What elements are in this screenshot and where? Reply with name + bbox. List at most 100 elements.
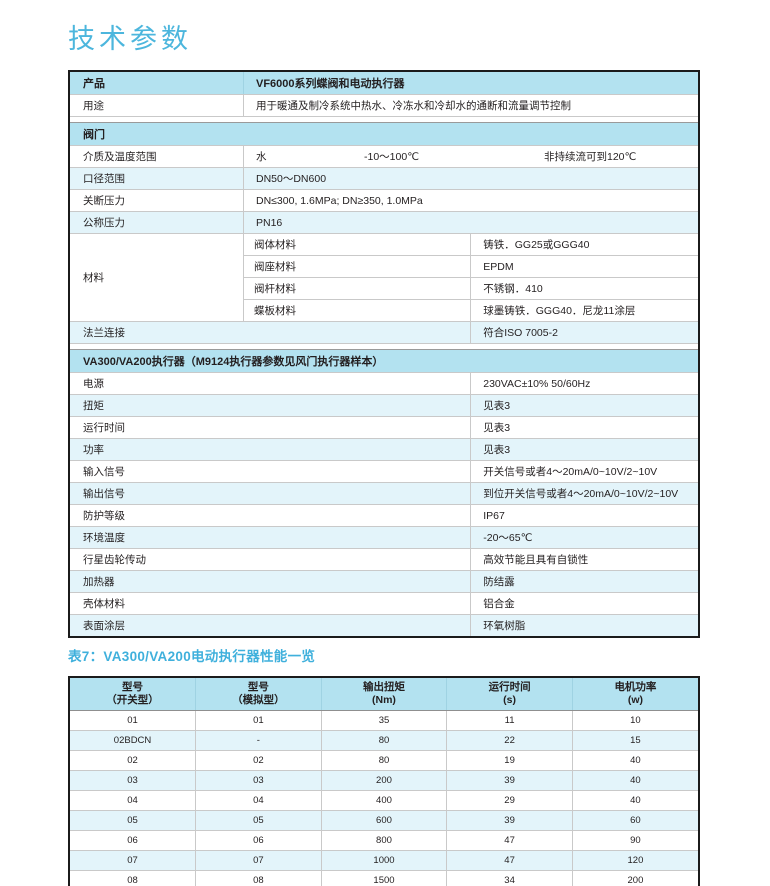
spec-row-value: IP67 <box>470 504 698 527</box>
spec-row-value: DN50～DN600 <box>243 167 698 190</box>
table-cell: 39 <box>446 810 573 831</box>
table7-column-header: 运行时间 (s) <box>446 678 573 711</box>
table7-header-row: 型号 （开关型） 型号 （模拟型） 输出扭矩 (Nm) 运行时间 (s) 电机功率 (w) <box>70 678 698 711</box>
material-value: 球墨铸铁．GGG40．尼龙11涂层 <box>470 299 698 322</box>
table-row: 06 06 800 47 90 <box>70 830 698 851</box>
header-line-1: 运行时间 <box>488 681 531 693</box>
table-cell: 47 <box>446 850 573 871</box>
table-cell: 02 <box>195 750 322 771</box>
table-cell: - <box>195 730 322 751</box>
table-cell: 29 <box>446 790 573 811</box>
table-cell: 60 <box>572 810 698 831</box>
table-cell: 39 <box>446 770 573 791</box>
spec-row: 公称压力 PN16 <box>70 211 698 234</box>
material-row: 阀杆材料 不锈钢．410 <box>70 277 698 300</box>
spec-row: 关断压力 DN≤300, 1.6MPa; DN≥350, 1.0MPa <box>70 189 698 212</box>
table-cell: 47 <box>446 830 573 851</box>
table-cell: 1000 <box>321 850 448 871</box>
spec-row-label: 行星齿轮传动 <box>70 548 472 571</box>
spec-row-value: 见表3 <box>470 416 698 439</box>
spec-row: 口径范围 DN50～DN600 <box>70 167 698 190</box>
table-cell: 02BDCN <box>70 730 197 751</box>
material-row: 阀座材料 EPDM <box>70 255 698 278</box>
table-cell: 05 <box>70 810 197 831</box>
spec-row-label: 介质及温度范围 <box>70 145 244 168</box>
divider-cell <box>70 343 698 350</box>
spec-row-label: 电源 <box>70 372 472 395</box>
spec-row-label: 公称压力 <box>70 211 244 234</box>
table-cell: 80 <box>321 730 448 751</box>
section-label: 产品 <box>70 72 244 95</box>
table-cell: 200 <box>321 770 448 791</box>
header-line-1: 输出扭矩 <box>362 681 405 693</box>
spec-row-label: 功率 <box>70 438 472 461</box>
material-group-label: 材料 <box>70 233 244 322</box>
header-line-1: 型号 <box>247 681 269 693</box>
table-cell: 80 <box>321 750 448 771</box>
spec-row-label: 用途 <box>70 94 244 117</box>
table-cell: 90 <box>572 830 698 851</box>
material-value: 铸铁．GG25或GGG40 <box>470 233 698 256</box>
spec-row-value: -20～65℃ <box>470 526 698 549</box>
table7-column-header: 电机功率 (w) <box>572 678 698 711</box>
actuator-section-label: VA300/VA200执行器（M9124执行器参数见风门执行器样本） <box>70 349 698 373</box>
table-cell: 35 <box>321 710 448 731</box>
spec-row-value: 见表3 <box>470 438 698 461</box>
temperature-range: -10～100℃ <box>364 151 419 163</box>
spec-row-value: 见表3 <box>470 394 698 417</box>
table-cell: 11 <box>446 710 573 731</box>
material-value: 不锈钢．410 <box>470 277 698 300</box>
table-cell: 06 <box>195 830 322 851</box>
table-cell: 22 <box>446 730 573 751</box>
table7-column-header: 型号 （模拟型） <box>195 678 322 711</box>
header-line-1: 电机功率 <box>614 681 657 693</box>
table-row: 04 04 400 29 40 <box>70 790 698 811</box>
table7-column-header: 型号 （开关型） <box>70 678 197 711</box>
material-value: EPDM <box>470 255 698 278</box>
table-cell: 34 <box>446 870 573 886</box>
table-row: 05 05 600 39 60 <box>70 810 698 831</box>
table-cell: 01 <box>195 710 322 731</box>
table-cell: 600 <box>321 810 448 831</box>
section-divider <box>70 116 698 123</box>
page-title: 技术参数 <box>68 24 192 54</box>
spec-row-label: 加热器 <box>70 570 472 593</box>
spec-row-label: 口径范围 <box>70 167 244 190</box>
material-sub-label: 阀座材料 <box>243 255 472 278</box>
table-cell: 40 <box>572 750 698 771</box>
spec-row-value: 水 -10～100℃ 非持续流可到120℃ <box>243 145 698 168</box>
spec-row: 运行时间 见表3 <box>70 416 698 439</box>
material-row: 蝶板材料 球墨铸铁．GGG40．尼龙11涂层 <box>70 299 698 322</box>
table-cell: 01 <box>70 710 197 731</box>
table-cell: 800 <box>321 830 448 851</box>
table-cell: 08 <box>70 870 197 886</box>
table-cell: 03 <box>195 770 322 791</box>
material-row: 材料 阀体材料 铸铁．GG25或GGG40 <box>70 233 698 322</box>
table-cell: 04 <box>195 790 322 811</box>
table-cell: 07 <box>70 850 197 871</box>
table-cell: 04 <box>70 790 197 811</box>
section-value: VF6000系列蝶阀和电动执行器 <box>243 72 698 95</box>
table-cell: 06 <box>70 830 197 851</box>
specification-table: 产品 VF6000系列蝶阀和电动执行器 用途 用于暖通及制冷系统中热水、冷冻水和冷却水… <box>68 70 700 638</box>
spec-row-value: 高效节能且具有自锁性 <box>470 548 698 571</box>
spec-row: 扭矩 见表3 <box>70 394 698 417</box>
spec-row: 输入信号 开关信号或者4～20mA/0~10V/2~10V <box>70 460 698 483</box>
spec-row-value: 用于暖通及制冷系统中热水、冷冻水和冷却水的通断和流量调节控制 <box>243 94 698 117</box>
table-row: 01 01 35 11 10 <box>70 710 698 731</box>
table7-caption: 表7：VA300/VA200电动执行器性能一览 <box>68 649 316 664</box>
table-cell: 02 <box>70 750 197 771</box>
spec-row-value: DN≤300, 1.6MPa; DN≥350, 1.0MPa <box>243 189 698 212</box>
spec-row-value: 开关信号或者4～20mA/0~10V/2~10V <box>470 460 698 483</box>
spec-row-value: 230VAC±10% 50/60Hz <box>470 372 698 395</box>
spec-row-value: 环氧树脂 <box>470 614 698 636</box>
spec-row: 表面涂层 环氧树脂 <box>70 614 698 636</box>
spec-row: 加热器 防结露 <box>70 570 698 593</box>
section-header-row: 产品 VF6000系列蝶阀和电动执行器 <box>70 72 698 95</box>
table-cell: 400 <box>321 790 448 811</box>
table-cell: 200 <box>572 870 698 886</box>
spec-row-value: PN16 <box>243 211 698 234</box>
spec-row-value: 铝合金 <box>470 592 698 615</box>
divider-cell <box>70 116 698 123</box>
table-cell: 03 <box>70 770 197 791</box>
